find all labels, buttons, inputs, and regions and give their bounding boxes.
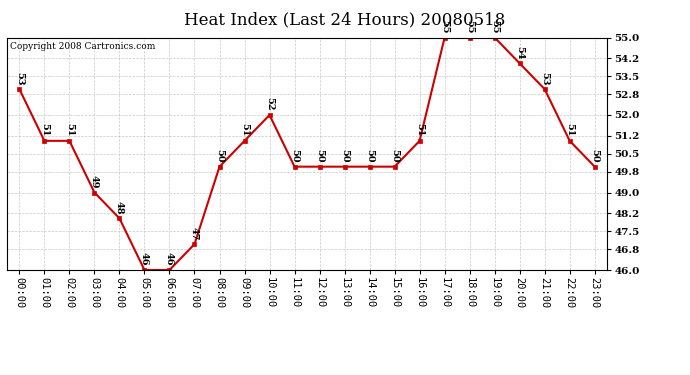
Text: 53: 53 — [540, 72, 549, 85]
Text: 46: 46 — [140, 252, 149, 266]
Text: 51: 51 — [65, 123, 74, 136]
Text: 52: 52 — [265, 98, 274, 111]
Text: 50: 50 — [215, 149, 224, 162]
Text: 50: 50 — [315, 149, 324, 162]
Text: 51: 51 — [565, 123, 574, 136]
Text: 50: 50 — [340, 149, 349, 162]
Text: 55: 55 — [465, 20, 474, 33]
Text: 47: 47 — [190, 226, 199, 240]
Text: 48: 48 — [115, 201, 124, 214]
Text: 46: 46 — [165, 252, 174, 266]
Text: 53: 53 — [15, 72, 24, 85]
Text: 51: 51 — [240, 123, 249, 136]
Text: 50: 50 — [390, 149, 399, 162]
Text: 55: 55 — [440, 20, 449, 33]
Text: 50: 50 — [590, 149, 599, 162]
Text: 51: 51 — [415, 123, 424, 136]
Text: Heat Index (Last 24 Hours) 20080518: Heat Index (Last 24 Hours) 20080518 — [184, 11, 506, 28]
Text: Copyright 2008 Cartronics.com: Copyright 2008 Cartronics.com — [10, 42, 155, 51]
Text: 51: 51 — [40, 123, 49, 136]
Text: 54: 54 — [515, 46, 524, 59]
Text: 50: 50 — [290, 149, 299, 162]
Text: 55: 55 — [490, 20, 499, 33]
Text: 49: 49 — [90, 175, 99, 188]
Text: 50: 50 — [365, 149, 374, 162]
